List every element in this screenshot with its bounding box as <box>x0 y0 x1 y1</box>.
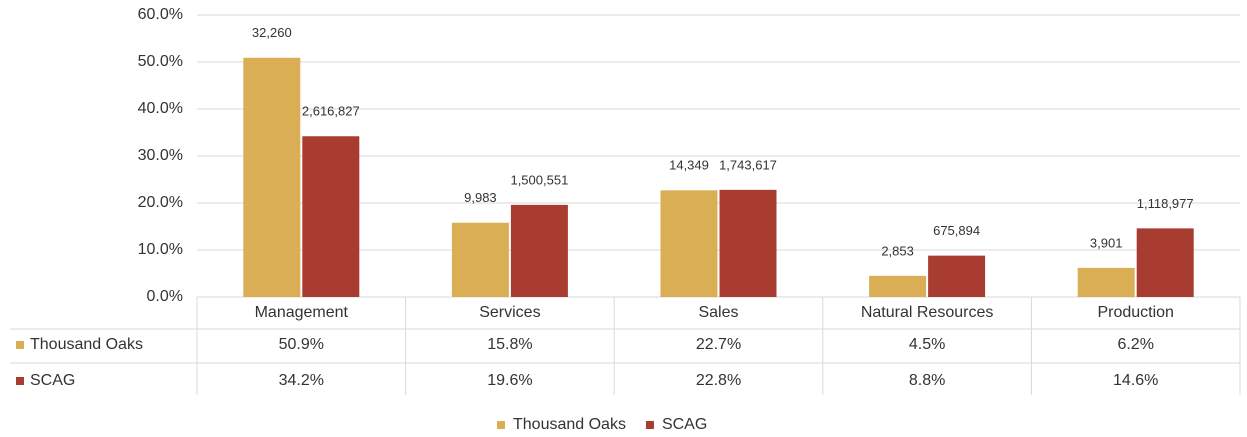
count-label: 3,901 <box>1090 235 1123 250</box>
table-value: 14.6% <box>1113 372 1158 389</box>
table-series-name: Thousand Oaks <box>30 336 143 353</box>
category-label: Sales <box>698 304 738 321</box>
bar <box>1077 267 1135 297</box>
bar <box>243 57 301 297</box>
bar <box>451 222 509 297</box>
bar <box>869 275 927 297</box>
y-tick-label: 60.0% <box>138 6 183 23</box>
category-label: Natural Resources <box>861 304 994 321</box>
y-tick-label: 40.0% <box>138 100 183 117</box>
count-label: 9,983 <box>464 190 497 205</box>
bar <box>928 255 986 297</box>
count-label: 675,894 <box>933 223 980 238</box>
bar <box>660 190 718 297</box>
count-label: 14,349 <box>669 158 709 173</box>
table-value: 19.6% <box>487 372 532 389</box>
legend-label: SCAG <box>662 416 707 433</box>
table-value: 8.8% <box>909 372 945 389</box>
legend-label: Thousand Oaks <box>513 416 626 433</box>
category-label: Services <box>479 304 540 321</box>
bar <box>302 136 360 297</box>
count-label: 2,853 <box>881 243 914 258</box>
y-tick-label: 50.0% <box>138 53 183 70</box>
table-value: 50.9% <box>279 336 324 353</box>
count-label: 1,743,617 <box>719 157 777 172</box>
legend-key <box>497 421 505 429</box>
count-label: 1,118,977 <box>1137 196 1194 211</box>
table-value: 34.2% <box>279 372 324 389</box>
table-series-name: SCAG <box>30 372 75 389</box>
table-key <box>16 377 24 385</box>
table-key <box>16 341 24 349</box>
bar <box>719 189 777 297</box>
category-label: Management <box>255 304 349 321</box>
table-value: 22.7% <box>696 336 741 353</box>
category-label: Production <box>1097 304 1174 321</box>
table-value: 22.8% <box>696 372 741 389</box>
y-tick-label: 10.0% <box>138 241 183 258</box>
count-label: 2,616,827 <box>302 104 360 119</box>
bar <box>1136 228 1194 297</box>
count-label: 1,500,551 <box>510 172 568 187</box>
count-label: 32,260 <box>252 25 292 40</box>
y-tick-label: 30.0% <box>138 147 183 164</box>
bar <box>510 204 568 297</box>
y-tick-label: 20.0% <box>138 194 183 211</box>
table-value: 4.5% <box>909 336 945 353</box>
y-tick-label: 0.0% <box>147 288 183 305</box>
legend-key <box>645 421 654 429</box>
table-value: 6.2% <box>1117 336 1153 353</box>
table-value: 15.8% <box>487 336 532 353</box>
